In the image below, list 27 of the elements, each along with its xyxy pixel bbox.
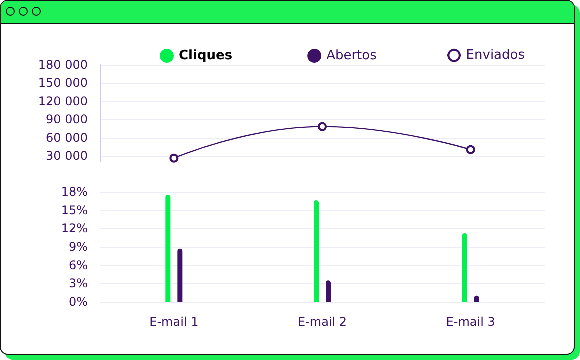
y-tick-label: 120 000: [38, 94, 88, 108]
y-tick-label: 180 000: [38, 58, 88, 72]
y-tick-label: 60 000: [46, 130, 88, 145]
y-tick-label: 18%: [61, 185, 88, 199]
y-tick-label: 9%: [68, 240, 88, 254]
y-tick-label: 12%: [61, 222, 88, 236]
point: [170, 154, 179, 163]
bar: [166, 195, 171, 302]
legend-label: Enviados: [466, 48, 526, 64]
bar: [178, 248, 183, 302]
y-tick-label: 3%: [68, 276, 88, 291]
x-tick-label: E-mail 3: [446, 315, 496, 329]
x-tick-label: E-mail 2: [298, 315, 348, 329]
bar: [326, 280, 331, 302]
y-tick-label: 150 000: [38, 76, 88, 90]
point: [318, 122, 327, 132]
y-tick-label: 30 000: [46, 148, 88, 163]
y-tick-label: 15%: [61, 203, 88, 218]
bar: [314, 200, 319, 302]
y-tick-label: 0%: [68, 295, 88, 309]
x-tick-label: E-mail 1: [150, 315, 199, 329]
bar: [462, 234, 468, 302]
legend-label: Abertos: [326, 48, 378, 64]
point: [466, 145, 476, 154]
y-tick-label: 6%: [68, 258, 88, 272]
y-tick-label: 90 000: [46, 112, 88, 127]
legend-label: Cliques: [179, 48, 233, 64]
